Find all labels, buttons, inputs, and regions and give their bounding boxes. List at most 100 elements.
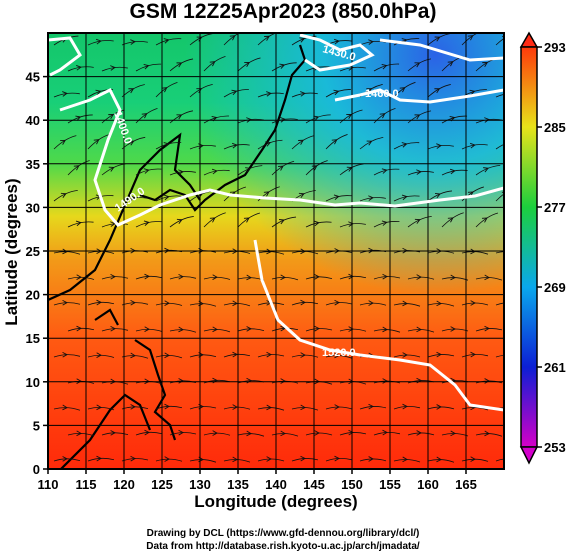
streamline-arrow [470,300,476,306]
streamline-arrow [414,114,421,120]
streamline-arrow [76,65,82,71]
streamline-arrow [110,273,116,280]
streamline [495,302,504,306]
streamline-arrow [484,117,490,123]
streamline-arrow [447,217,454,223]
streamline-arrow [434,36,441,42]
streamline-arrow [266,91,272,97]
temperature-field: 1400.0 1430.0 1460.0 1490.0 1520.0 [48,33,509,469]
streamline-arrow [348,221,354,227]
x-tick-label: 135 [227,477,249,492]
streamline-arrow [130,195,136,201]
y-tick-label: 30 [26,200,40,215]
y-tick-label: 5 [33,418,40,433]
streamline-arrow [469,89,476,96]
streamline [495,93,504,98]
streamline-arrow [244,61,251,67]
streamline-arrow [381,63,388,70]
streamline-arrow [469,142,476,149]
x-tick-label: 150 [341,477,363,492]
streamline-arrow [62,351,68,358]
y-tick-label: 45 [26,70,40,85]
x-tick-label: 115 [76,477,97,492]
streamline [495,193,504,202]
streamline-arrow [470,351,476,358]
y-tick-label: 15 [26,331,40,346]
colorbar-tick-label: 285 [544,120,566,135]
streamline-arrow [76,325,82,332]
colorbar-scale [520,46,538,448]
streamline-arrow [313,220,320,227]
streamline-arrow [450,274,456,281]
streamline-arrow [402,352,408,358]
streamline-arrow [434,88,441,94]
streamline-arrow [348,326,354,332]
colorbar-tick-label: 293 [544,40,566,55]
y-tick-label: 20 [26,288,40,303]
streamline-arrow [300,299,306,306]
streamline-arrow [128,140,135,146]
streamline-arrow [280,378,286,384]
page-title: GSM 12Z25Apr2023 (850.0hPa) [129,0,437,23]
colorbar-max-arrow [519,31,539,48]
streamline-arrow [484,430,490,437]
streamline-arrow [314,274,320,280]
streamline-arrow [229,35,236,41]
y-tick-label: 25 [26,244,40,259]
streamline-arrow [402,456,408,463]
streamline-arrow [436,456,442,463]
streamline-arrow [368,456,374,462]
streamline-arrow [278,219,285,225]
streamline-arrow [311,165,318,171]
streamline-arrow [467,191,474,197]
streamline-arrow [382,378,388,384]
streamline-arrow [266,404,272,411]
streamline-arrow [108,166,115,172]
streamline-arrow [505,300,509,305]
streamline-arrow [130,352,136,359]
streamline-arrow [314,430,320,436]
streamline-arrow [300,352,306,358]
grid [48,33,504,469]
streamline-arrow [96,299,102,306]
streamline-arrow [75,220,82,227]
streamline-arrow [298,192,305,198]
streamline-arrow [470,456,476,462]
streamline-arrow [450,326,456,332]
streamline-arrow [130,39,136,45]
streamline-arrow [130,404,136,410]
streamline [495,458,504,462]
streamline-arrow [212,326,218,333]
streamline-arrow [62,456,68,462]
streamline-arrow [264,35,270,41]
streamline-arrow [481,217,488,223]
x-axis-ticks: 110 115 120 125 130 135 140 145 150 155 160 165 [38,469,477,492]
streamline-arrow [505,456,509,461]
streamline-arrow [299,37,306,43]
streamline-arrow [163,142,170,148]
streamline-arrow [96,404,102,411]
streamline-arrow [161,87,168,93]
streamline-arrow [209,217,216,223]
streamline-arrow [144,429,150,436]
streamline-arrow [232,351,238,358]
streamline-arrow [505,249,509,254]
colorbar-min-arrow [519,446,539,465]
streamline-arrow [243,217,250,223]
streamline-arrow [245,167,252,173]
contour-label: 1460.0 [365,88,399,100]
streamline-arrow [436,300,442,307]
streamline-arrow [467,35,474,41]
streamline-arrow [266,456,272,462]
streamline-arrow [266,248,272,255]
streamline-arrow [399,87,406,93]
streamline-arrow [416,169,422,175]
x-tick-label: 160 [417,477,439,492]
streamline-arrow [246,274,252,281]
streamline-arrow [333,38,340,45]
streamline-arrow [232,142,238,149]
x-tick-label: 145 [303,477,325,492]
y-tick-label: 10 [26,375,40,390]
streamline-arrow [416,274,422,280]
streamline-arrow [280,117,286,123]
